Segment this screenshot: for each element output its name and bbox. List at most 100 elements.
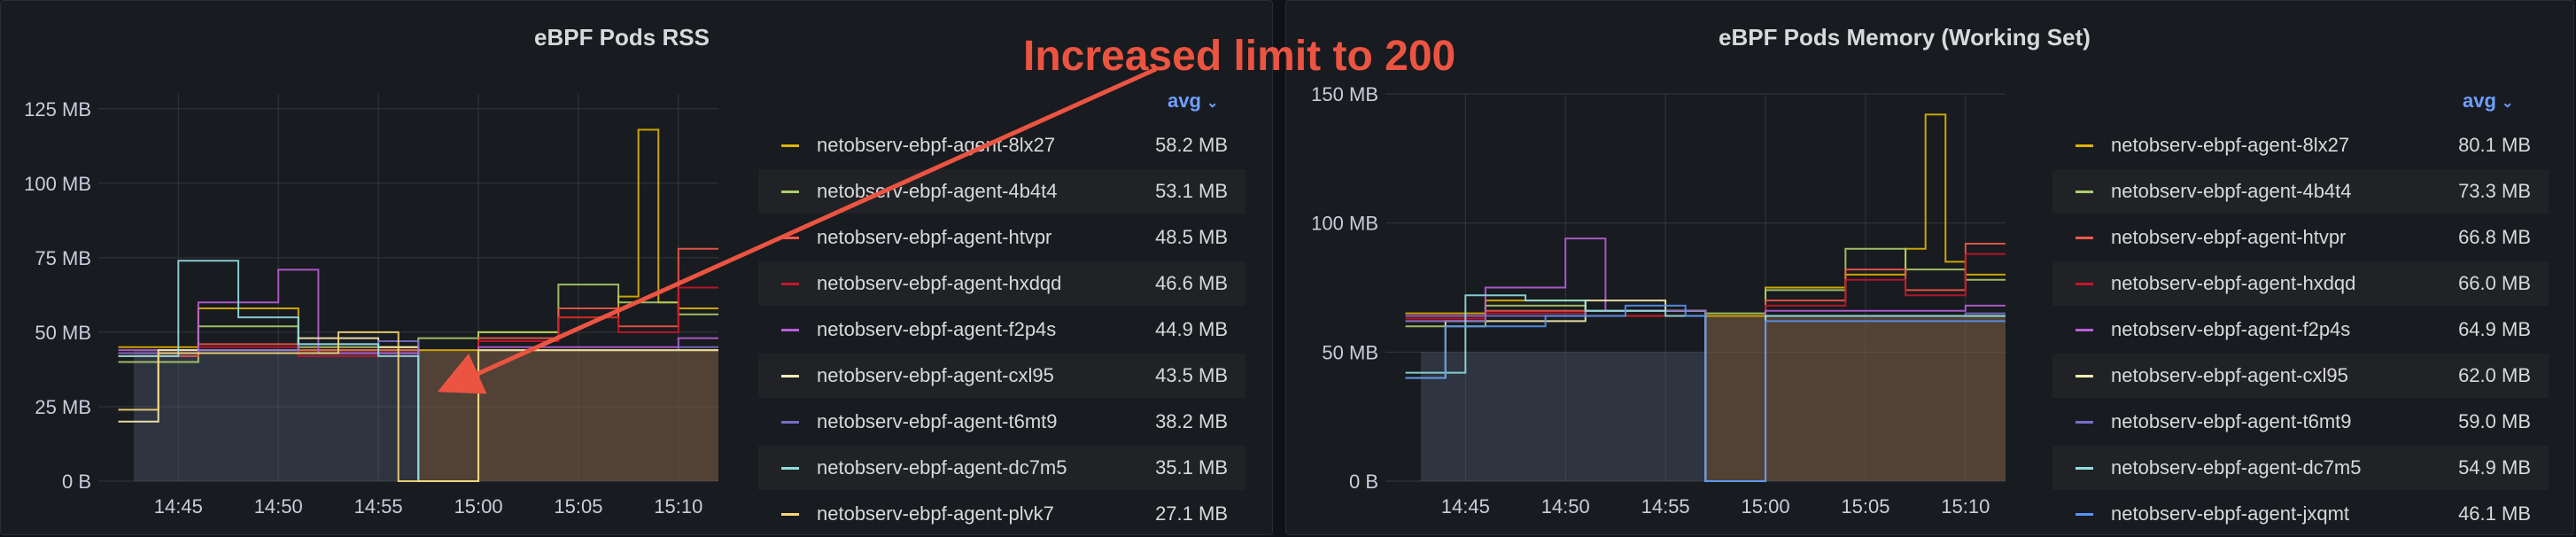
- x-tick-label: 15:10: [654, 495, 702, 518]
- legend-series-value: 46.6 MB: [1155, 272, 1228, 294]
- chevron-down-icon: ⌄: [1207, 96, 1219, 111]
- legend-series-value: 43.5 MB: [1155, 364, 1228, 386]
- legend-aggregate-label: avg: [2463, 90, 2496, 112]
- legend-series-value: 27.1 MB: [1155, 502, 1228, 525]
- legend-series-name: netobserv-ebpf-agent-hxdqd: [2111, 272, 2356, 294]
- series-color-swatch: [781, 374, 799, 377]
- legend-item[interactable]: netobserv-ebpf-agent-t6mt9 38.2 MB: [758, 400, 1245, 444]
- series-color-swatch: [781, 328, 799, 331]
- x-tick-label: 14:45: [1441, 495, 1490, 518]
- chevron-down-icon: ⌄: [2502, 96, 2514, 111]
- legend-item[interactable]: netobserv-ebpf-agent-4b4t4 53.1 MB: [758, 169, 1245, 214]
- y-tick-label: 25 MB: [35, 396, 91, 418]
- y-tick-label: 0 B: [62, 471, 91, 493]
- legend-series-name: netobserv-ebpf-agent-dc7m5: [817, 456, 1067, 479]
- legend-series-value: 66.0 MB: [2458, 272, 2531, 294]
- series-color-swatch: [2076, 190, 2093, 193]
- legend-item[interactable]: netobserv-ebpf-agent-hxdqd 66.0 MB: [2052, 261, 2549, 306]
- series-color-swatch: [2076, 144, 2093, 147]
- legend-series-name: netobserv-ebpf-agent-cxl95: [817, 364, 1054, 386]
- legend-aggregate-dropdown[interactable]: avg ⌄: [1168, 90, 1218, 113]
- x-tick-label: 15:00: [454, 495, 503, 518]
- legend-series-value: 62.0 MB: [2458, 364, 2531, 386]
- legend-series-value: 58.2 MB: [1155, 134, 1228, 156]
- after-area: [418, 350, 718, 481]
- legend-item[interactable]: netobserv-ebpf-agent-cxl95 62.0 MB: [2052, 354, 2549, 398]
- series-color-swatch: [2076, 328, 2093, 331]
- series-line-netobserv-ebpf-agent-8lx27: [118, 128, 718, 352]
- legend-item[interactable]: netobserv-ebpf-agent-8lx27 58.2 MB: [758, 123, 1245, 167]
- legend-item[interactable]: netobserv-ebpf-agent-4b4t4 73.3 MB: [2052, 169, 2549, 214]
- legend-series-name: netobserv-ebpf-agent-plvk7: [817, 502, 1054, 525]
- legend-series-value: 64.9 MB: [2458, 318, 2531, 340]
- legend-series-name: netobserv-ebpf-agent-htvpr: [2111, 226, 2347, 248]
- legend-series-value: 54.9 MB: [2458, 456, 2531, 479]
- rss-chart[interactable]: 0 B 25 MB 50 MB 75 MB 100 MB 125 MB 14:45 14:50…: [1, 1, 763, 524]
- legend-item[interactable]: netobserv-ebpf-agent-8lx27 80.1 MB: [2052, 123, 2549, 167]
- x-tick-label: 15:05: [1841, 495, 1889, 518]
- series-color-swatch: [2076, 236, 2093, 239]
- memory-chart[interactable]: 0 B 50 MB 100 MB 150 MB 14:45 14:50 14:55 15:00…: [1286, 1, 2066, 524]
- legend-series-name: netobserv-ebpf-agent-jxqmt: [2111, 502, 2350, 525]
- legend-item[interactable]: netobserv-ebpf-agent-cxl95 43.5 MB: [758, 354, 1245, 398]
- x-tick-label: 14:50: [254, 495, 303, 518]
- after-area: [1705, 315, 2006, 481]
- legend-series-value: 53.1 MB: [1155, 180, 1228, 202]
- x-tick-label: 14:50: [1541, 495, 1590, 518]
- series-color-swatch: [2076, 512, 2093, 516]
- series-color-swatch: [781, 144, 799, 147]
- before-area: [1421, 352, 1706, 481]
- legend-series-name: netobserv-ebpf-agent-8lx27: [2111, 134, 2350, 156]
- annotation-text: Increased limit to 200: [1023, 33, 1456, 80]
- legend-item[interactable]: netobserv-ebpf-agent-htvpr 48.5 MB: [758, 215, 1245, 260]
- legend-series-value: 80.1 MB: [2458, 134, 2531, 156]
- series-color-swatch: [781, 512, 799, 516]
- x-tick-label: 15:10: [1941, 495, 1990, 518]
- legend-aggregate-label: avg: [1168, 90, 1201, 112]
- y-tick-label: 100 MB: [24, 173, 91, 195]
- x-tick-label: 14:55: [1641, 495, 1690, 518]
- legend-series-name: netobserv-ebpf-agent-htvpr: [817, 226, 1052, 248]
- y-tick-label: 50 MB: [35, 322, 91, 344]
- series-color-swatch: [781, 190, 799, 193]
- legend-series-value: 66.8 MB: [2458, 226, 2531, 248]
- series-color-swatch: [2076, 374, 2093, 377]
- legend-series-name: netobserv-ebpf-agent-t6mt9: [817, 410, 1058, 432]
- legend-item[interactable]: netobserv-ebpf-agent-plvk7 27.1 MB: [758, 492, 1245, 536]
- series-color-swatch: [781, 420, 799, 424]
- legend-series-value: 38.2 MB: [1155, 410, 1228, 432]
- y-tick-label: 100 MB: [1311, 213, 1378, 235]
- legend-item[interactable]: netobserv-ebpf-agent-hxdqd 46.6 MB: [758, 261, 1245, 306]
- legend-series-value: 44.9 MB: [1155, 318, 1228, 340]
- series-color-swatch: [2076, 420, 2093, 424]
- legend-item[interactable]: netobserv-ebpf-agent-dc7m5 54.9 MB: [2052, 446, 2549, 490]
- legend-series-value: 46.1 MB: [2458, 502, 2531, 525]
- series-color-swatch: [781, 236, 799, 239]
- legend-item[interactable]: netobserv-ebpf-agent-jxqmt 46.1 MB: [2052, 492, 2549, 536]
- legend-series-name: netobserv-ebpf-agent-8lx27: [817, 134, 1056, 156]
- legend-series-value: 48.5 MB: [1155, 226, 1228, 248]
- legend-item[interactable]: netobserv-ebpf-agent-t6mt9 59.0 MB: [2052, 400, 2549, 444]
- legend-series-name: netobserv-ebpf-agent-f2p4s: [817, 318, 1057, 340]
- series-color-swatch: [781, 466, 799, 470]
- x-tick-label: 14:55: [354, 495, 403, 518]
- legend-series-name: netobserv-ebpf-agent-4b4t4: [817, 180, 1058, 202]
- legend-aggregate-dropdown[interactable]: avg ⌄: [2463, 90, 2513, 113]
- legend-series-name: netobserv-ebpf-agent-hxdqd: [817, 272, 1062, 294]
- legend-item[interactable]: netobserv-ebpf-agent-dc7m5 35.1 MB: [758, 446, 1245, 490]
- panel-title[interactable]: eBPF Pods Memory (Working Set): [1719, 24, 2091, 51]
- before-area: [134, 350, 419, 481]
- y-tick-label: 50 MB: [1322, 341, 1378, 363]
- legend-item[interactable]: netobserv-ebpf-agent-f2p4s 64.9 MB: [2052, 307, 2549, 352]
- legend-series-value: 59.0 MB: [2458, 410, 2531, 432]
- series-color-swatch: [2076, 466, 2093, 470]
- legend-item[interactable]: netobserv-ebpf-agent-htvpr 66.8 MB: [2052, 215, 2549, 260]
- legend-item[interactable]: netobserv-ebpf-agent-f2p4s 44.9 MB: [758, 307, 1245, 352]
- series-line-netobserv-ebpf-agent-jxqmt: [1405, 304, 2006, 482]
- y-tick-label: 75 MB: [35, 247, 91, 269]
- series-color-swatch: [2076, 282, 2093, 285]
- y-tick-label: 0 B: [1349, 471, 1378, 493]
- x-tick-label: 15:05: [554, 495, 602, 518]
- legend-series-value: 73.3 MB: [2458, 180, 2531, 202]
- panel-title[interactable]: eBPF Pods RSS: [534, 24, 710, 51]
